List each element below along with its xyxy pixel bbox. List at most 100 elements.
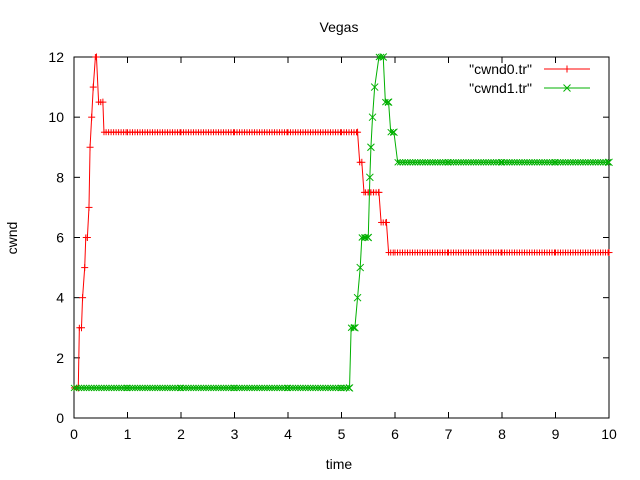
data-point xyxy=(231,384,238,392)
data-point xyxy=(105,384,113,392)
legend-label: "cwnd0.tr" xyxy=(469,61,532,77)
series-line xyxy=(74,56,609,389)
data-point xyxy=(492,158,500,166)
data-point xyxy=(89,83,97,91)
data-point xyxy=(144,384,151,392)
data-point xyxy=(490,158,497,166)
data-point xyxy=(367,143,375,152)
data-point xyxy=(384,98,393,106)
data-point xyxy=(322,384,329,392)
y-tick-label: 8 xyxy=(56,169,64,185)
data-point xyxy=(324,384,332,392)
data-point xyxy=(589,158,597,166)
data-point xyxy=(480,158,487,166)
data-point xyxy=(375,188,383,196)
data-point xyxy=(429,158,437,166)
data-point xyxy=(238,384,246,392)
data-point xyxy=(350,324,357,332)
data-point xyxy=(543,158,551,166)
data-point xyxy=(508,158,516,166)
data-point xyxy=(482,158,490,166)
data-point xyxy=(161,384,169,392)
data-point xyxy=(149,384,156,392)
data-point xyxy=(197,384,205,392)
data-point xyxy=(599,158,607,166)
data-point xyxy=(340,384,348,392)
data-point xyxy=(389,128,397,136)
data-point xyxy=(180,384,187,392)
data-point xyxy=(521,158,528,166)
data-point xyxy=(236,384,243,392)
y-axis-label: cwnd xyxy=(4,222,20,255)
data-point xyxy=(487,158,495,166)
data-point xyxy=(587,158,594,166)
data-point xyxy=(304,384,312,392)
data-point xyxy=(351,323,359,332)
data-point xyxy=(569,158,577,166)
data-point xyxy=(129,384,136,392)
data-point xyxy=(278,384,286,392)
series-layer xyxy=(70,53,613,392)
data-point xyxy=(416,158,424,166)
data-point xyxy=(297,384,304,392)
data-point xyxy=(470,158,477,166)
data-point xyxy=(136,384,144,392)
data-point xyxy=(79,294,87,302)
data-point xyxy=(605,158,613,167)
data-point xyxy=(604,158,612,166)
data-point xyxy=(394,158,402,166)
data-point xyxy=(200,384,207,392)
data-point xyxy=(164,384,171,392)
data-point xyxy=(177,384,185,392)
data-point xyxy=(605,249,613,257)
data-point xyxy=(83,234,91,241)
data-point xyxy=(302,384,309,392)
x-tick-label: 0 xyxy=(70,426,78,442)
data-point xyxy=(445,158,452,166)
x-tick-label: 8 xyxy=(498,426,506,442)
y-axis-ticks: 0 2 4 6 8 10 12 xyxy=(48,49,609,426)
data-point xyxy=(118,384,125,392)
data-point xyxy=(327,384,334,392)
data-point xyxy=(225,384,232,392)
data-point xyxy=(233,384,241,392)
data-point xyxy=(108,384,115,392)
data-point xyxy=(382,98,389,106)
data-point xyxy=(503,158,511,166)
data-point xyxy=(362,234,369,241)
data-point xyxy=(516,158,523,166)
data-point xyxy=(312,384,319,392)
data-point xyxy=(314,384,322,392)
data-point xyxy=(379,53,388,61)
data-point xyxy=(207,384,215,392)
data-point xyxy=(220,384,227,392)
data-point xyxy=(439,158,447,166)
data-point xyxy=(205,384,212,392)
data-point xyxy=(202,384,210,392)
data-point xyxy=(85,384,93,392)
data-point xyxy=(190,384,197,392)
data-point xyxy=(195,384,202,392)
data-point xyxy=(477,158,485,166)
data-point xyxy=(309,384,317,392)
x-tick-label: 3 xyxy=(231,426,239,442)
y-tick-label: 12 xyxy=(48,49,64,65)
data-point xyxy=(526,158,533,166)
data-point xyxy=(251,384,258,392)
data-point xyxy=(100,384,108,392)
data-point xyxy=(421,158,429,166)
data-point xyxy=(518,158,526,166)
data-point xyxy=(424,158,432,166)
data-point xyxy=(92,53,100,61)
data-point xyxy=(266,384,273,392)
data-point xyxy=(401,158,409,166)
x-tick-label: 2 xyxy=(177,426,185,442)
data-point xyxy=(501,158,508,166)
legend: "cwnd0.tr" "cwnd1.tr" xyxy=(469,61,590,96)
data-point xyxy=(319,384,327,392)
data-point xyxy=(86,143,94,151)
data-point xyxy=(329,384,337,392)
data-point xyxy=(338,384,345,392)
data-point xyxy=(574,158,582,166)
data-point xyxy=(472,158,480,166)
